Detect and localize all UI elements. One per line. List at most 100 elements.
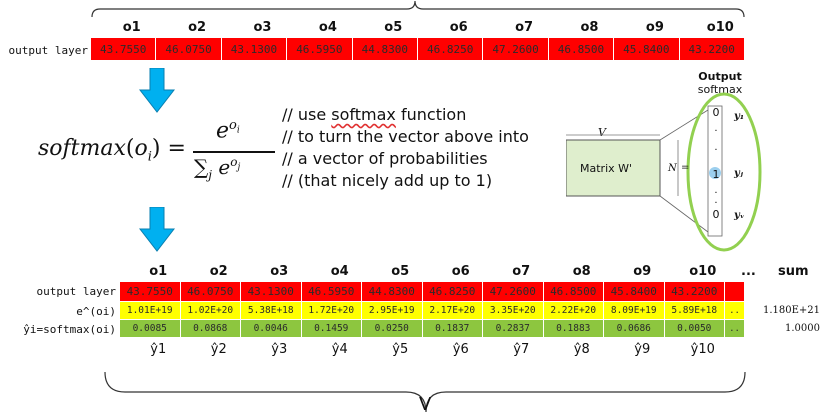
table-cell: 2.22E+20 (543, 302, 604, 319)
column-header: o4 (318, 20, 337, 35)
table-cell-ellipsis: .. (725, 320, 745, 337)
eq-label: = (681, 162, 690, 173)
v-label: V (598, 126, 606, 139)
numerator-base: e (216, 118, 230, 144)
table-cell: 43.2200 (664, 282, 725, 301)
table-cell: 0.0686 (604, 320, 665, 337)
table-cell: 0.0085 (120, 320, 181, 337)
table-cell: 0.1459 (301, 320, 362, 337)
denominator-exp: o (230, 155, 238, 170)
table-cell: 0.0050 (664, 320, 725, 337)
output-cell: 43.7550 (91, 38, 157, 60)
table-cell: 0.0868 (180, 320, 241, 337)
probability-label: ŷ8 (573, 342, 590, 357)
comment-line-2: // to turn the vector above into (282, 127, 529, 146)
column-header: o5 (391, 264, 410, 279)
formula-arg: o (134, 136, 148, 161)
table-cell: 5.89E+18 (664, 302, 725, 319)
table-cell: 46.8250 (422, 282, 483, 301)
probability-label: ŷ5 (392, 342, 409, 357)
softmax-comment: // use softmax function // to turn the v… (282, 104, 529, 192)
denominator-base: e (218, 155, 231, 179)
output-y-label: yⱼ (734, 168, 743, 179)
column-header: o7 (515, 20, 534, 35)
column-header: o5 (384, 20, 403, 35)
probability-label: ŷ1 (150, 342, 167, 357)
probability-label: ŷ6 (452, 342, 469, 357)
output-cell: 46.0750 (156, 38, 222, 60)
softmax-word: softmax (331, 105, 396, 124)
sum-symbol: ∑ (194, 155, 209, 179)
column-header: o8 (572, 264, 591, 279)
probability-label: ŷ10 (690, 342, 715, 357)
table-cell: 46.0750 (180, 282, 241, 301)
output-cell: 44.8300 (352, 38, 418, 60)
table-cell: 2.95E+19 (362, 302, 423, 319)
output-vector-entry: · (714, 188, 718, 199)
comment-line-1: // use softmax function (282, 105, 467, 124)
table-row: 1.01E+19 1.02E+20 5.38E+18 1.72E+20 2.95E+19… (120, 302, 745, 319)
formula-func: softmax (38, 136, 126, 161)
table-cell: 1.02E+20 (180, 302, 241, 319)
column-header: o6 (449, 20, 468, 35)
column-header: o2 (188, 20, 207, 35)
column-header: o3 (253, 20, 272, 35)
table-cell-ellipsis (725, 282, 745, 301)
column-header: o2 (209, 264, 228, 279)
column-header: o1 (122, 20, 141, 35)
probability-label: ŷ7 (513, 342, 530, 357)
output-cell: 43.1300 (221, 38, 288, 60)
table-cell: 47.2600 (483, 282, 544, 301)
output-cell: 43.2200 (679, 38, 745, 60)
column-header: o3 (270, 264, 289, 279)
header-ellipsis: ... (741, 264, 756, 279)
probability-label: ŷ4 (331, 342, 348, 357)
output-y-label: yᵥ (734, 210, 745, 221)
table-cell: 44.8300 (362, 282, 423, 301)
probability-label: ŷ3 (271, 342, 288, 357)
fraction-bar (193, 151, 275, 153)
table-cell-ellipsis: .. (725, 302, 745, 319)
output-vector-entry: 1 (712, 168, 720, 181)
down-arrow-icon (138, 68, 176, 113)
down-arrow-icon (138, 207, 176, 252)
row-sum: 1.0000 (785, 323, 820, 334)
row-label: output layer (36, 285, 116, 298)
table-cell: 46.5950 (301, 282, 362, 301)
formula-arg-sub: i (147, 149, 152, 165)
numerator-exp: o (229, 118, 237, 133)
table-cell: 8.09E+19 (604, 302, 665, 319)
row-label: e^(oi) (76, 305, 116, 318)
output-title: Output (698, 70, 742, 83)
output-cell: 46.8250 (417, 38, 484, 60)
numerator-exp-sub: i (236, 125, 240, 136)
softmax-formula: softmax(oi) = eoi ∑j eoj (38, 118, 278, 192)
probability-label: ŷ9 (634, 342, 651, 357)
table-cell: 5.38E+18 (241, 302, 302, 319)
top-brace (91, 0, 745, 18)
sum-header: sum (778, 264, 809, 279)
column-header: o6 (451, 264, 470, 279)
output-cell: 46.5950 (287, 38, 353, 60)
table-cell: 43.1300 (241, 282, 302, 301)
bottom-brace (104, 371, 746, 413)
table-cell: 3.35E+20 (483, 302, 544, 319)
output-vector-entry: · (714, 145, 718, 156)
output-cell: 45.8400 (614, 38, 680, 60)
n-label: N (668, 163, 677, 174)
output-subtitle: softmax (697, 83, 743, 96)
comment-line-3: // a vector of probabilities (282, 149, 488, 168)
column-header: o9 (645, 20, 664, 35)
output-vector-entry: 0 (712, 208, 720, 221)
column-header: o9 (633, 264, 652, 279)
row-label: ŷi=softmax(oi) (23, 323, 116, 336)
table-cell: 45.8400 (604, 282, 665, 301)
probability-label: ŷ2 (210, 342, 227, 357)
output-y-label: y₁ (734, 111, 745, 122)
column-header: o1 (149, 264, 168, 279)
denominator-exp-sub: j (237, 162, 241, 173)
row-sum: 1.180E+21 (762, 305, 820, 316)
matrix-diagram (566, 92, 762, 252)
output-vector-entry: · (714, 198, 718, 209)
table-cell: 43.7550 (120, 282, 181, 301)
